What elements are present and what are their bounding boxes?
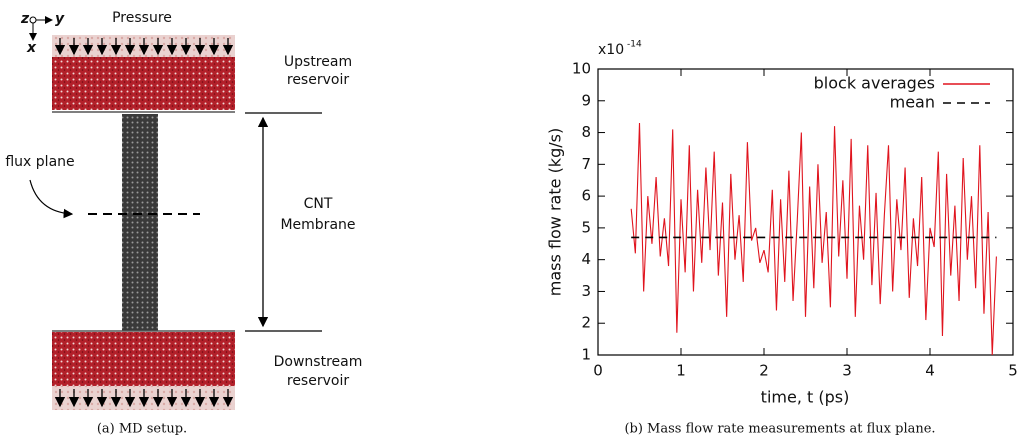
x-tick-label: 4 — [925, 362, 935, 380]
label: CNT — [304, 196, 333, 212]
label: reservoir — [287, 72, 349, 88]
label: Downstream — [274, 354, 363, 370]
pressure-arrows — [54, 38, 234, 408]
y-tick-label: 6 — [581, 187, 591, 205]
membrane-walls — [52, 111, 235, 332]
md-diagram: z y x Pressure — [5, 10, 362, 437]
legend-label: block averages — [814, 74, 935, 93]
y-tick-label: 9 — [581, 91, 591, 109]
label: reservoir — [287, 373, 349, 389]
y-tick-label: 8 — [581, 123, 591, 141]
x-tick-label: 3 — [842, 362, 852, 380]
upstream-reservoir — [52, 57, 235, 110]
line-solid — [630, 123, 997, 356]
z-axis-icon — [29, 16, 37, 24]
cnt — [122, 114, 158, 331]
scale-exponent: -14 — [627, 40, 642, 50]
x-tick-label: 0 — [593, 362, 603, 380]
plot-frame — [597, 68, 1014, 356]
downstream-reservoir — [52, 332, 235, 386]
scale-label: x10 — [598, 42, 624, 58]
x-tick-label: 5 — [1008, 362, 1018, 380]
dimension-lines — [245, 112, 322, 332]
x-tick-label: 1 — [676, 362, 686, 380]
x-axis-title: time, t (ps) — [761, 388, 850, 407]
caption: (a) MD setup. — [97, 422, 187, 437]
y-tick-label: 7 — [581, 155, 591, 173]
legend-label: mean — [890, 93, 935, 112]
label: Upstream — [284, 54, 352, 70]
y-tick-label: 4 — [581, 250, 591, 268]
label: Pressure — [112, 10, 172, 26]
pointer-arrow — [29, 179, 74, 219]
chart: (b) Mass flow rate measurements at flux … — [546, 40, 1018, 437]
label: flux plane — [5, 154, 74, 170]
y-axis-title: mass flow rate (kg/s) — [546, 128, 565, 296]
y-tick-label: 10 — [572, 60, 591, 78]
axis-label: x — [26, 40, 37, 56]
y-tick-label: 3 — [581, 282, 591, 300]
y-tick-label: 5 — [581, 218, 591, 236]
x-tick-label: 2 — [759, 362, 769, 380]
axis-label: y — [55, 11, 65, 27]
label: Membrane — [280, 217, 355, 233]
caption: (b) Mass flow rate measurements at flux … — [624, 422, 935, 437]
axis-label: z — [20, 11, 30, 27]
y-tick-label: 2 — [581, 314, 591, 332]
y-tick-label: 1 — [581, 346, 591, 364]
